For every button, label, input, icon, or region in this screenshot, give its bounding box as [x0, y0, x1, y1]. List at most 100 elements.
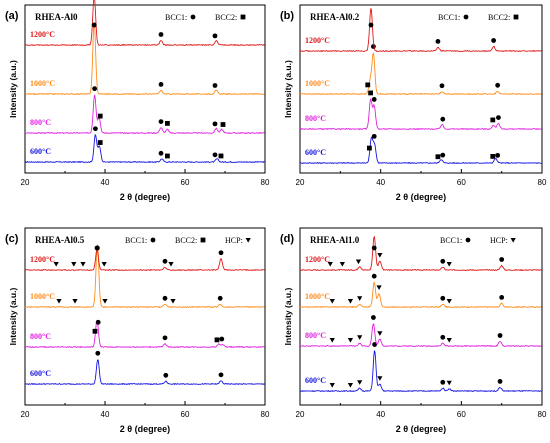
panel-c: 20 40 60 80 2 θ (degree) Intensity (a.u.) (c) R… — [5, 227, 270, 434]
series-line-600°C — [299, 136, 542, 165]
peak-marker-circle — [91, 22, 97, 28]
y-axis-label: Intensity (a.u.) — [8, 288, 18, 346]
peak-marker-circle — [495, 82, 501, 88]
peak-marker-circle — [440, 152, 446, 158]
peak-marker-triangle — [72, 299, 78, 304]
peak-marker-square — [435, 154, 441, 160]
peak-marker-triangle — [446, 298, 452, 304]
peak-marker-circle — [499, 257, 505, 262]
peak-marker-circle — [158, 119, 164, 124]
peak-marker-triangle — [327, 262, 333, 267]
peak-marker-triangle — [80, 262, 86, 267]
x-tick-label: 60 — [457, 178, 466, 187]
peak-marker-triangle — [53, 262, 59, 267]
peak-marker-circle — [217, 295, 223, 301]
peak-marker-circle — [95, 350, 101, 356]
peak-marker-square — [165, 153, 170, 159]
series-label: 1000°C — [305, 292, 330, 301]
series-label: 1200°C — [305, 36, 330, 45]
peak-marker-triangle — [168, 261, 174, 267]
panel-label: (a) — [5, 10, 19, 22]
peak-marker-circle — [158, 82, 164, 87]
series-line-1000°C — [299, 52, 542, 96]
peak-marker-circle — [496, 115, 501, 120]
legend-triangle-marker — [245, 238, 251, 243]
peak-marker-circle — [218, 250, 224, 256]
series-line-600°C — [24, 359, 265, 386]
x-tick-label: 80 — [538, 178, 547, 187]
legend-circle-marker — [465, 237, 471, 243]
peak-marker-circle — [94, 245, 100, 251]
peak-marker-circle — [212, 83, 218, 88]
sample-name: RHEA-Al0.5 — [35, 235, 85, 245]
peak-marker-circle — [371, 245, 377, 251]
series-label: 600°C — [30, 369, 51, 378]
peak-marker-triangle — [446, 261, 452, 267]
series-label: 1200°C — [30, 30, 55, 39]
peak-marker-triangle — [329, 338, 335, 343]
peak-marker-square — [92, 328, 98, 334]
peak-marker-circle — [497, 333, 503, 338]
peak-marker-circle — [371, 315, 376, 320]
peak-marker-triangle — [329, 383, 335, 388]
series-label: 600°C — [305, 376, 326, 385]
series-line-1000°C — [24, 244, 265, 309]
series-line-1000°C — [25, 22, 265, 96]
peak-marker-circle — [158, 150, 164, 156]
peak-marker-circle — [368, 22, 374, 28]
x-tick-label: 40 — [376, 410, 385, 419]
x-axis-label: 2 θ (degree) — [120, 424, 170, 434]
series-label: 800°C — [30, 332, 51, 341]
peak-marker-triangle — [71, 262, 77, 267]
peak-marker-triangle — [347, 383, 354, 388]
peak-marker-triangle — [357, 380, 363, 385]
sample-name: RHEA-Al0 — [35, 12, 78, 22]
x-tick-label: 40 — [101, 410, 110, 419]
peak-marker-square — [97, 113, 103, 119]
legend-square-marker — [240, 14, 246, 20]
peak-marker-square — [97, 140, 103, 145]
panel-b: 20 40 60 80 2 θ (degree) Intensity (a.u.) (b) R… — [280, 4, 547, 202]
peak-marker-circle — [95, 319, 101, 325]
legend-square-marker — [513, 14, 519, 20]
plot-frame — [24, 4, 266, 174]
series-label: 800°C — [305, 114, 326, 123]
legend-label: HCP: — [490, 236, 508, 245]
peak-marker-circle — [495, 152, 501, 158]
peak-marker-circle — [499, 295, 505, 300]
peak-marker-square — [218, 153, 224, 159]
legend-label: BCC1: — [438, 13, 460, 22]
x-tick-label: 40 — [376, 178, 385, 187]
peak-marker-triangle — [170, 299, 176, 304]
peak-marker-circle — [218, 372, 224, 378]
legend-square-marker — [200, 237, 206, 243]
panel-d: 20 40 60 80 2 θ (degree) Intensity (a.u.) (d) R… — [280, 227, 547, 434]
y-axis-label: Intensity (a.u.) — [283, 288, 293, 346]
x-tick-label: 80 — [538, 410, 547, 419]
x-tick-label: 20 — [21, 410, 30, 419]
x-tick-label: 40 — [101, 178, 110, 187]
series-label: 1000°C — [305, 79, 330, 88]
peak-marker-circle — [92, 86, 97, 92]
peak-marker-triangle — [377, 331, 383, 336]
x-axis-label: 2 θ (degree) — [120, 192, 170, 202]
series-line-1200°C — [299, 235, 542, 272]
peak-marker-circle — [212, 152, 218, 158]
legend-label: BCC1: — [165, 13, 187, 22]
legend-label: BCC2: — [215, 13, 237, 22]
peak-marker-circle — [371, 97, 377, 102]
peak-marker-triangle — [101, 261, 107, 267]
x-tick-label: 20 — [21, 178, 30, 187]
legend-label: BCC2: — [175, 236, 197, 245]
peak-marker-square — [220, 122, 226, 127]
peak-marker-triangle — [446, 337, 452, 343]
peak-marker-triangle — [347, 338, 354, 343]
series-line-1200°C — [24, 0, 265, 47]
peak-marker-triangle — [56, 299, 62, 304]
series-line-600°C — [300, 350, 542, 393]
series-line-800°C — [300, 98, 542, 131]
peak-marker-circle — [435, 39, 441, 44]
x-tick-label: 20 — [296, 410, 305, 419]
panel-label: (d) — [280, 233, 294, 245]
peak-marker-circle — [371, 273, 377, 279]
